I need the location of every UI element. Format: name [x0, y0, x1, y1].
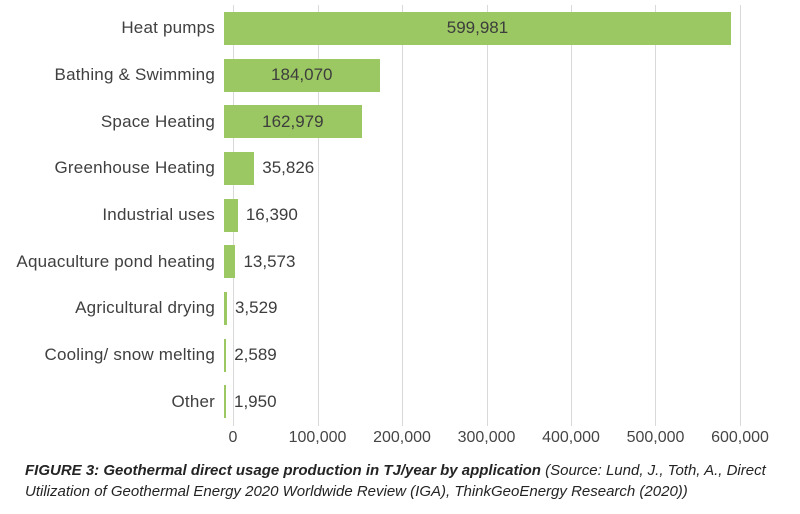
caption-title: FIGURE 3: Geothermal direct usage produc… — [25, 462, 541, 479]
x-tick-label: 200,000 — [373, 429, 431, 446]
value-label: 3,529 — [234, 298, 278, 318]
category-label: Other — [171, 391, 215, 411]
caption-source: (Source: Lund, J., Toth, A., Direct Util… — [25, 462, 766, 500]
bar — [224, 198, 238, 232]
bar — [224, 338, 227, 372]
bar-row: Aquaculture pond heating 13,573 — [0, 238, 742, 285]
bar-row: Other 1,950 — [0, 379, 742, 426]
bar-track: 599,981 — [224, 5, 731, 52]
category-label: Bathing & Swimming — [54, 65, 215, 85]
x-tick-label: 400,000 — [542, 429, 600, 446]
x-tick-label: 300,000 — [457, 429, 516, 446]
bar-track: 1,950 — [224, 379, 731, 426]
bar-row: Cooling/ snow melting 2,589 — [0, 332, 742, 379]
bar: 162,979 — [224, 105, 362, 139]
bar-row: Greenhouse Heating 35,826 — [0, 145, 742, 192]
bar: 599,981 — [224, 11, 731, 45]
bar-row: Bathing & Swimming 184,070 — [0, 52, 742, 99]
value-label: 16,390 — [245, 205, 298, 225]
bar-track: 16,390 — [224, 192, 731, 239]
category-label: Cooling/ snow melting — [44, 345, 215, 365]
bar: 184,070 — [224, 58, 380, 92]
bar — [224, 245, 236, 279]
value-label: 35,826 — [262, 158, 315, 178]
bar — [224, 385, 226, 419]
category-label: Space Heating — [100, 111, 215, 131]
gridline — [401, 5, 403, 426]
bar — [224, 151, 255, 185]
category-label: Agricultural drying — [75, 298, 215, 318]
gridline — [317, 5, 319, 426]
bar-track: 184,070 — [224, 52, 731, 99]
x-tick-label: 0 — [228, 429, 238, 446]
bar-row: Agricultural drying 3,529 — [0, 285, 742, 332]
value-label: 599,981 — [446, 18, 509, 38]
x-tick-label: 600,000 — [711, 429, 769, 446]
bar-row: Space Heating 162,979 — [0, 98, 742, 145]
x-axis: 0 100,000 200,000 300,000 400,000 500,00… — [229, 429, 769, 449]
bar — [224, 291, 227, 325]
category-label: Heat pumps — [121, 18, 215, 38]
value-label: 162,979 — [262, 111, 324, 131]
bar-track: 162,979 — [224, 98, 731, 145]
bar-track: 35,826 — [224, 145, 731, 192]
bar-row: Heat pumps 599,981 — [0, 5, 742, 52]
value-label: 13,573 — [243, 251, 296, 271]
category-label: Industrial uses — [102, 205, 215, 225]
bar-track: 13,573 — [224, 238, 731, 285]
category-label: Greenhouse Heating — [54, 158, 215, 178]
figure-caption: FIGURE 3: Geothermal direct usage produc… — [25, 461, 787, 502]
value-label: 184,070 — [271, 65, 333, 85]
gridline — [655, 5, 657, 426]
x-tick-label: 500,000 — [626, 429, 685, 446]
bar-chart: Heat pumps 599,981 Bathing & Swimming 18… — [0, 5, 742, 425]
gridline — [740, 5, 741, 426]
gridline — [486, 5, 488, 426]
bar-row: Industrial uses 16,390 — [0, 192, 742, 239]
value-label: 1,950 — [234, 391, 277, 411]
value-label: 2,589 — [234, 345, 277, 365]
gridline — [571, 5, 572, 426]
x-tick-label: 100,000 — [288, 429, 347, 446]
bar-track: 2,589 — [224, 332, 731, 379]
category-label: Aquaculture pond heating — [16, 251, 215, 271]
bar-track: 3,529 — [224, 285, 731, 332]
